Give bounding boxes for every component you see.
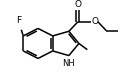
Text: NH: NH bbox=[63, 59, 75, 68]
Text: O: O bbox=[92, 17, 99, 26]
Text: O: O bbox=[74, 0, 81, 9]
Text: F: F bbox=[16, 16, 21, 25]
